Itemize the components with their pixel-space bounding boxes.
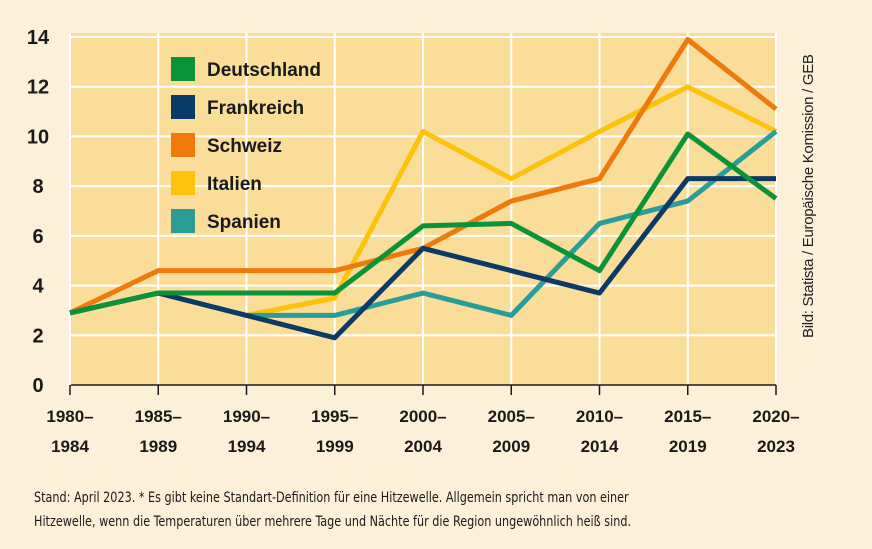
series-line-italien xyxy=(246,84,778,318)
x-tick-label: 2020– xyxy=(752,407,799,426)
y-tick-label: 2 xyxy=(32,325,43,347)
x-tick-label: 1984 xyxy=(51,437,89,456)
source-credit: Bild: Statista / Europäische Komission /… xyxy=(800,54,817,338)
x-tick-label: 1990– xyxy=(223,407,270,426)
x-tick-label: 1995– xyxy=(311,407,358,426)
x-tick-label: 2004 xyxy=(404,437,442,456)
y-tick-label: 0 xyxy=(32,375,43,397)
x-tick-label: 1999 xyxy=(316,437,354,456)
x-tick-label: 2014 xyxy=(581,437,619,456)
x-tick-label: 2023 xyxy=(757,437,795,456)
series-line-deutschland xyxy=(69,131,778,316)
legend-label: Schweiz xyxy=(207,136,282,157)
footnote-line-1: Stand: April 2023. * Es gibt keine Stand… xyxy=(34,490,629,506)
legend-swatch xyxy=(171,133,195,157)
x-tick-label: 2015– xyxy=(664,407,711,426)
x-tick-label: 2000– xyxy=(399,407,446,426)
legend-swatch xyxy=(171,57,195,81)
x-tick-label: 1980– xyxy=(46,407,93,426)
legend-label: Deutschland xyxy=(207,60,321,81)
legend-swatch xyxy=(171,95,195,119)
legend-label: Frankreich xyxy=(207,98,304,119)
y-tick-label: 12 xyxy=(27,77,49,99)
y-tick-label: 14 xyxy=(27,27,50,49)
line-chart: 0 2 4 6 8 10 12 14 1980– 1984 1985– 1989 1990– 1994 19… xyxy=(27,27,800,456)
y-tick-label: 8 xyxy=(32,176,43,198)
x-tick-label: 2010– xyxy=(576,407,623,426)
x-tick-label: 2009 xyxy=(492,437,530,456)
legend-swatch xyxy=(171,209,195,233)
y-tick-label: 10 xyxy=(27,126,49,148)
legend-label: Spanien xyxy=(207,212,281,233)
x-tick-label: 1989 xyxy=(139,437,177,456)
x-tick-label: 2019 xyxy=(669,437,707,456)
y-tick-label: 4 xyxy=(32,276,44,298)
y-tick-label: 6 xyxy=(32,226,43,248)
footnote-line-2: Hitzewelle, wenn die Temperaturen über m… xyxy=(34,514,632,530)
x-tick-label: 1994 xyxy=(228,437,266,456)
footnote: Stand: April 2023. * Es gibt keine Stand… xyxy=(34,486,739,534)
series-line-spanien xyxy=(246,129,778,318)
x-tick-label: 2005– xyxy=(488,407,535,426)
legend-swatch xyxy=(171,171,195,195)
legend-label: Italien xyxy=(207,174,262,195)
x-tick-label: 1985– xyxy=(135,407,182,426)
series-line-frankreich xyxy=(69,176,776,341)
